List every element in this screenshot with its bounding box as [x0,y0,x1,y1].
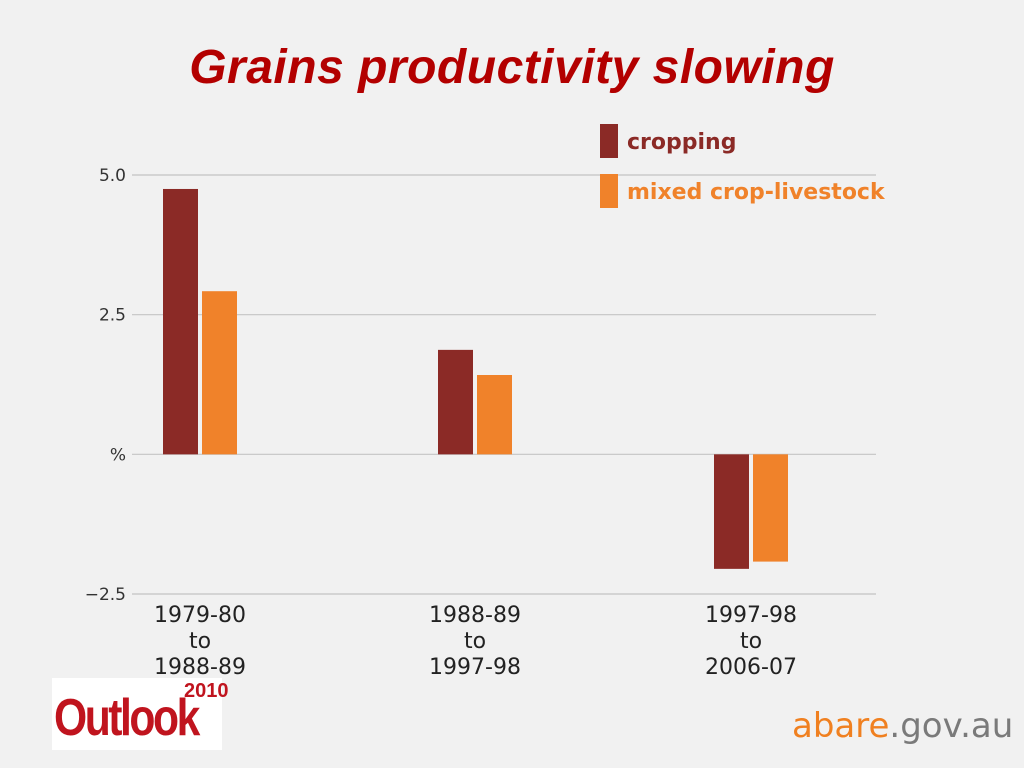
bar-mixed-crop-livestock [202,291,237,455]
chart-title: Grains productivity slowing [189,41,835,94]
bar-cropping [163,188,198,455]
legend-swatch [600,174,618,208]
site-main: abare [792,706,890,746]
bar-cropping [438,349,473,455]
logo-text: Outlook [54,689,200,747]
y-tick-label: 2.5 [99,306,126,326]
site-url: abare.gov.au [792,706,1013,746]
category-label: 1988-89 [154,655,246,680]
y-axis-ticks: 5.0 2.5% −2.5 [85,166,126,605]
gridlines [132,174,876,595]
category-label: 2006-07 [705,655,797,680]
category-label: to [740,629,762,654]
category-label: 1997-98 [429,655,521,680]
legend: cropping mixed crop-livestock [600,124,886,208]
category-label: to [464,629,486,654]
y-tick-label: −2.5 [85,585,126,605]
outlook-logo: Outlook 2010 [52,678,229,750]
logo-year: 2010 [184,680,229,702]
site-suffix: .gov.au [889,706,1014,746]
category-label: 1997-98 [705,603,797,628]
y-tick-label: % [110,445,126,465]
legend-label: cropping [627,130,736,155]
bars [163,188,788,569]
bar-cropping [714,454,749,569]
category-label: 1979-80 [154,603,246,628]
legend-label: mixed crop-livestock [627,180,886,205]
x-axis-categories: 1979-80to1988-891988-89to1997-981997-98t… [154,603,797,680]
category-label: 1988-89 [429,603,521,628]
legend-swatch [600,124,618,158]
category-label: to [189,629,211,654]
bar-mixed-crop-livestock [477,375,512,455]
y-tick-label: 5.0 [99,166,126,186]
bar-mixed-crop-livestock [753,454,788,562]
